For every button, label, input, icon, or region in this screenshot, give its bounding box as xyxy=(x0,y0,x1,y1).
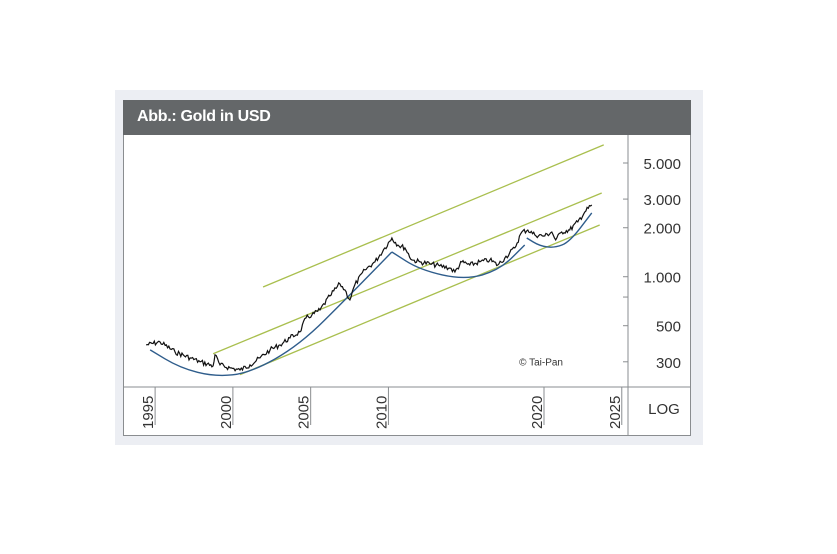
y-tick-label: 3.000 xyxy=(643,192,681,209)
arc-2 xyxy=(391,244,526,279)
x-tick-label: 2005 xyxy=(296,396,313,429)
chart-header: Abb.: Gold in USD xyxy=(123,100,691,135)
y-tick-label: 500 xyxy=(656,319,681,336)
x-tick-label: 2010 xyxy=(373,396,390,429)
copyright-annotation: © Tai-Pan xyxy=(519,357,563,368)
arc-1 xyxy=(149,251,393,377)
y-tick-label: 300 xyxy=(656,355,681,372)
series-gold-price-line xyxy=(145,204,593,372)
x-tick-label: 2025 xyxy=(607,396,624,429)
y-tick-label: 1.000 xyxy=(643,270,681,287)
chart-title: Abb.: Gold in USD xyxy=(137,108,271,125)
y-tick-label: 5.000 xyxy=(643,156,681,173)
y-scale-label: LOG xyxy=(648,401,680,418)
trend-line-lower xyxy=(239,224,600,376)
x-tick-label: 1995 xyxy=(140,396,157,429)
trend-line-upper xyxy=(262,144,604,288)
arc-3 xyxy=(526,212,593,248)
y-tick-label: 2.000 xyxy=(643,221,681,238)
chart-panel xyxy=(123,135,691,436)
trend-line-middle xyxy=(212,192,602,355)
x-tick-label: 2020 xyxy=(529,396,546,429)
x-tick-label: 2000 xyxy=(218,396,235,429)
